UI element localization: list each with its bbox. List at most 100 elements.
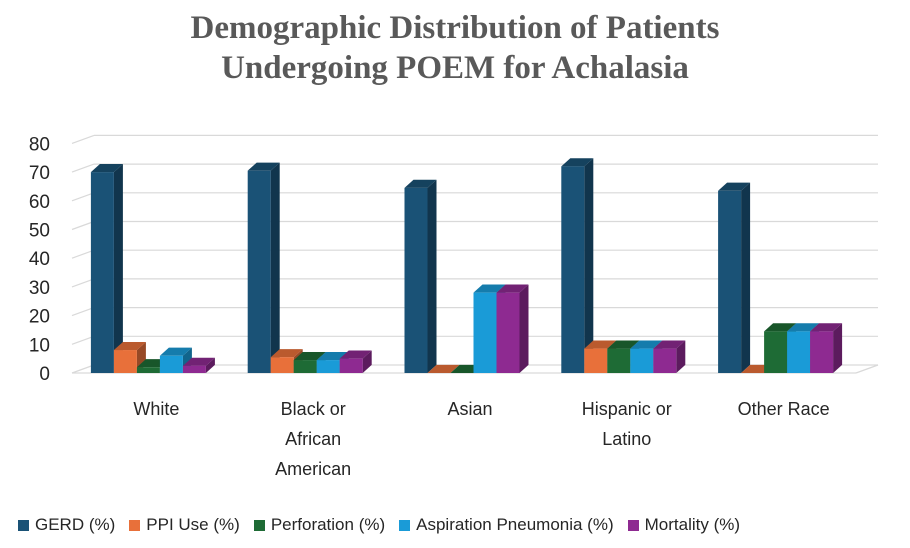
chart-legend: GERD (%) PPI Use (%) Perforation (%) Aspira… <box>18 512 898 538</box>
bar-chart: 0 10 20 30 40 50 60 70 80 White Black or African Ame… <box>29 134 879 479</box>
bar-top <box>339 350 372 359</box>
bar-side <box>427 179 437 373</box>
legend-swatch <box>18 519 29 531</box>
bar <box>764 331 788 373</box>
legend-swatch <box>399 519 411 531</box>
bar <box>810 331 834 373</box>
legend-label: Aspiration Pneumonia (%) <box>416 515 614 534</box>
bar <box>584 348 608 373</box>
bar-top <box>607 340 640 349</box>
bar <box>316 360 340 373</box>
bar-side <box>113 164 123 373</box>
gridline-side <box>71 163 95 173</box>
bar-top <box>810 323 843 332</box>
x-tick-label: Other Race <box>738 399 830 419</box>
bar <box>561 166 585 373</box>
y-tick-label: 0 <box>39 364 50 385</box>
x-tick-label: African <box>285 429 341 449</box>
bar <box>293 360 317 373</box>
gridline-side <box>71 134 95 144</box>
legend-item: GERD (%) <box>18 515 115 535</box>
bar <box>339 358 363 373</box>
y-tick-label: 50 <box>29 221 50 242</box>
bar <box>113 350 137 373</box>
bar <box>473 292 497 373</box>
bar <box>270 357 294 373</box>
bar <box>182 365 206 373</box>
bar <box>496 292 520 373</box>
gridline-side <box>71 278 95 288</box>
y-tick-label: 30 <box>29 278 50 299</box>
legend-item: Aspiration Pneumonia (%) <box>399 515 614 535</box>
bar-top <box>561 158 594 167</box>
bar-side <box>205 357 215 373</box>
bar-top <box>584 340 617 349</box>
bar-top <box>718 182 751 191</box>
bar-top <box>473 284 506 293</box>
gridline-side <box>71 364 95 374</box>
bar-top <box>404 179 437 188</box>
gridline-side <box>71 335 95 345</box>
legend-item: Mortality (%) <box>627 515 741 535</box>
bar-side <box>362 350 372 373</box>
bar-side <box>741 182 751 373</box>
legend-item: PPI Use (%) <box>129 515 240 535</box>
bar-top <box>630 340 663 349</box>
bar-side <box>676 340 686 373</box>
bar-top <box>787 323 820 332</box>
floor-edge-side <box>855 364 879 374</box>
x-tick-label: Latino <box>602 429 651 449</box>
x-tick-label: White <box>133 399 179 419</box>
legend-swatch <box>129 519 141 531</box>
legend-label: Perforation (%) <box>270 515 386 534</box>
x-tick-label: American <box>275 459 351 479</box>
legend-label: PPI Use (%) <box>146 515 240 534</box>
legend-label: GERD (%) <box>35 515 116 534</box>
gridline-side <box>71 249 95 259</box>
bar <box>404 187 428 373</box>
bar-top <box>496 284 529 293</box>
bar-side <box>833 323 843 373</box>
gridline-side <box>71 220 95 231</box>
bar-top <box>293 351 326 361</box>
chart-title: Demographic Distribution of Patients Und… <box>0 8 910 88</box>
chart-title-line-1: Demographic Distribution of Patients <box>190 10 720 46</box>
x-tick-label: Black or <box>281 399 346 419</box>
bar-top <box>653 340 686 349</box>
bar-top <box>90 164 123 173</box>
bar-top <box>182 357 215 366</box>
x-tick-label: Hispanic or <box>582 399 672 419</box>
y-tick-label: 60 <box>29 192 50 213</box>
legend-item: Perforation (%) <box>253 515 386 535</box>
bar-top <box>247 162 280 171</box>
y-tick-label: 20 <box>29 307 50 328</box>
bar <box>136 367 160 373</box>
bar <box>159 355 183 373</box>
bar-top <box>764 323 797 332</box>
bar <box>247 170 271 373</box>
y-tick-label: 10 <box>29 335 50 356</box>
bar <box>653 348 677 373</box>
legend-swatch <box>253 519 265 531</box>
legend-swatch <box>627 519 639 531</box>
bar-side <box>584 158 594 373</box>
bar <box>787 331 811 373</box>
bar-side <box>270 162 280 373</box>
bar-top <box>270 349 303 358</box>
bar-side <box>519 284 529 373</box>
chart-title-line-2: Undergoing POEM for Achalasia <box>221 50 689 86</box>
bar-top <box>427 364 460 373</box>
y-tick-label: 70 <box>29 163 50 184</box>
bar-top <box>159 347 192 356</box>
bar <box>630 348 654 373</box>
legend-label: Mortality (%) <box>644 515 741 534</box>
bar-top <box>113 341 146 351</box>
y-tick-label: 40 <box>29 249 50 270</box>
gridline-side <box>71 307 95 317</box>
bar <box>718 190 742 373</box>
gridline-side <box>71 192 95 202</box>
bar <box>607 348 631 373</box>
x-tick-label: Asian <box>447 399 492 419</box>
bar <box>90 172 114 373</box>
y-tick-label: 80 <box>29 134 50 155</box>
